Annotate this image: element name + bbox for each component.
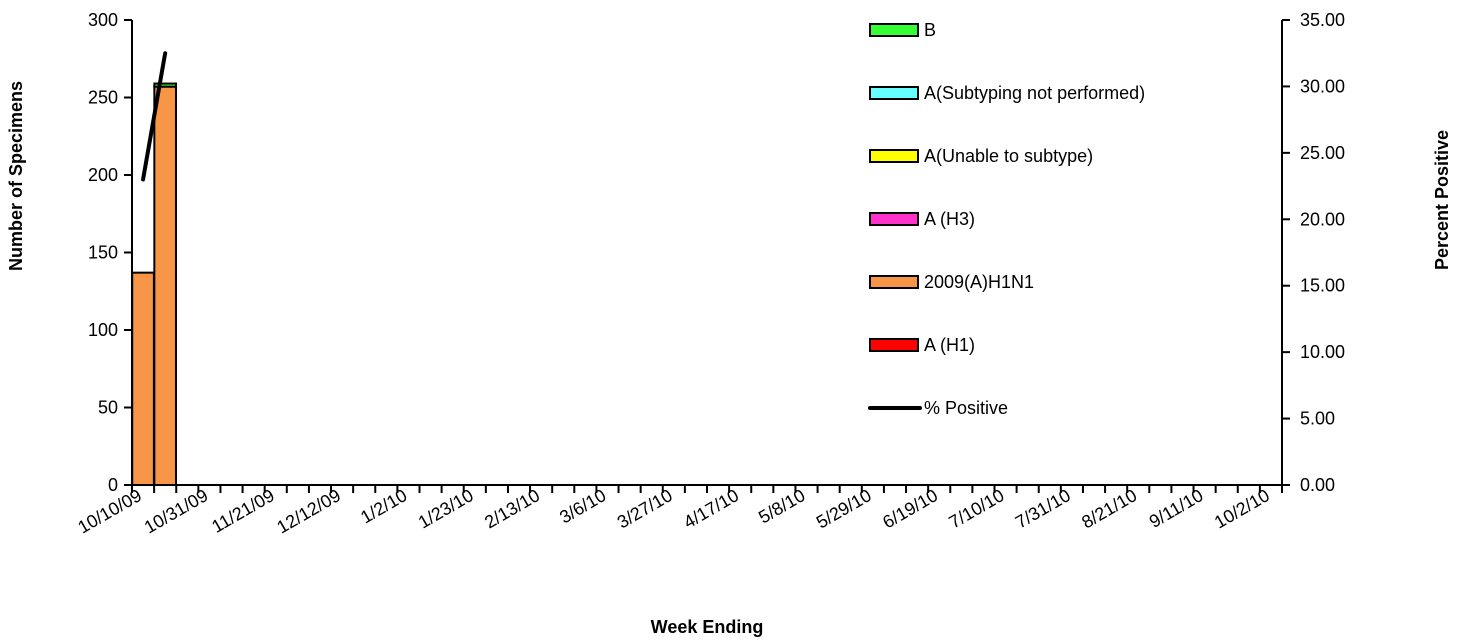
y-axis-title: Number of Specimens (6, 81, 26, 271)
y2-tick-label: 10.00 (1300, 342, 1345, 362)
axes-layer: 0 50 100 150 200 250 300 0.00 5.00 10.00 15.00 20.0… (74, 10, 1345, 538)
x-tick-label: 2/13/10 (481, 485, 543, 532)
y-tick-label: 100 (88, 320, 118, 340)
y-tick-label: 300 (88, 10, 118, 30)
legend-label: A(Unable to subtype) (924, 146, 1093, 166)
bar-10-17-09-series-5 (153, 82, 178, 88)
y2-tick-label: 30.00 (1300, 76, 1345, 96)
x-tick-label: 1/2/10 (357, 485, 410, 527)
x-tick-label: 10/2/10 (1211, 485, 1273, 532)
legend-swatch (869, 275, 919, 289)
legend-swatch (869, 149, 919, 163)
bar-10-10-09-series-1 (131, 271, 155, 486)
legend-item-a-subtyping-not-performed: A(Subtyping not performed) (869, 83, 1145, 103)
y-tick-label: 0 (108, 475, 118, 495)
legend-item-a-h1: A (H1) (869, 335, 975, 355)
y2-tick-label: 20.00 (1300, 209, 1345, 229)
legend-swatch (869, 23, 919, 37)
legend-label: 2009(A)H1N1 (924, 272, 1034, 292)
legend-item-b: B (869, 20, 936, 40)
x-axis-title: Week Ending (651, 617, 764, 637)
x-tick-label: 4/17/10 (680, 485, 742, 532)
legend-swatch (869, 338, 919, 352)
legend-item-positive: % Positive (868, 398, 1008, 418)
x-tick-label: 5/8/10 (755, 485, 808, 527)
legend-label: A (H1) (924, 335, 975, 355)
x-tick-label: 6/19/10 (879, 485, 941, 532)
legend-label: % Positive (924, 398, 1008, 418)
y2-axis-title: Percent Positive (1432, 130, 1452, 270)
y2-tick-label: 25.00 (1300, 143, 1345, 163)
x-tick-label: 3/6/10 (556, 485, 609, 527)
legend-item-2009-a-h1n1: 2009(A)H1N1 (869, 272, 1034, 292)
y2-tick-label: 5.00 (1300, 409, 1335, 429)
y-tick-label: 200 (88, 165, 118, 185)
legend-swatch (869, 86, 919, 100)
x-tick-label: 9/11/10 (1146, 485, 1207, 532)
legend-item-a-h3: A (H3) (869, 209, 975, 229)
y-tick-label: 50 (98, 398, 118, 418)
legend: B A(Subtyping not performed) A(Unable to s… (868, 20, 1145, 418)
x-tick-label: 1/23/10 (415, 485, 477, 532)
x-tick-label: 8/21/10 (1078, 485, 1140, 532)
x-tick-label: 7/10/10 (946, 485, 1008, 532)
y-tick-label: 250 (88, 88, 118, 108)
bars-layer (131, 82, 178, 487)
line-layer (141, 51, 168, 182)
percent-positive-line (141, 51, 168, 182)
legend-swatch (869, 212, 919, 226)
legend-label: B (924, 20, 936, 40)
y2-tick-label: 35.00 (1300, 10, 1345, 30)
y2-tick-label: 15.00 (1300, 276, 1345, 296)
x-tick-label: 5/29/10 (813, 485, 875, 532)
legend-item-a-unable-to-subtype: A(Unable to subtype) (869, 146, 1093, 166)
x-tick-label: 7/31/10 (1012, 485, 1074, 532)
legend-label: A (H3) (924, 209, 975, 229)
bar-10-17-09-series-1 (153, 85, 178, 487)
y-tick-label: 150 (88, 243, 118, 263)
legend-label: A(Subtyping not performed) (924, 83, 1145, 103)
y2-tick-label: 0.00 (1300, 475, 1335, 495)
x-tick-label: 3/27/10 (614, 485, 676, 532)
